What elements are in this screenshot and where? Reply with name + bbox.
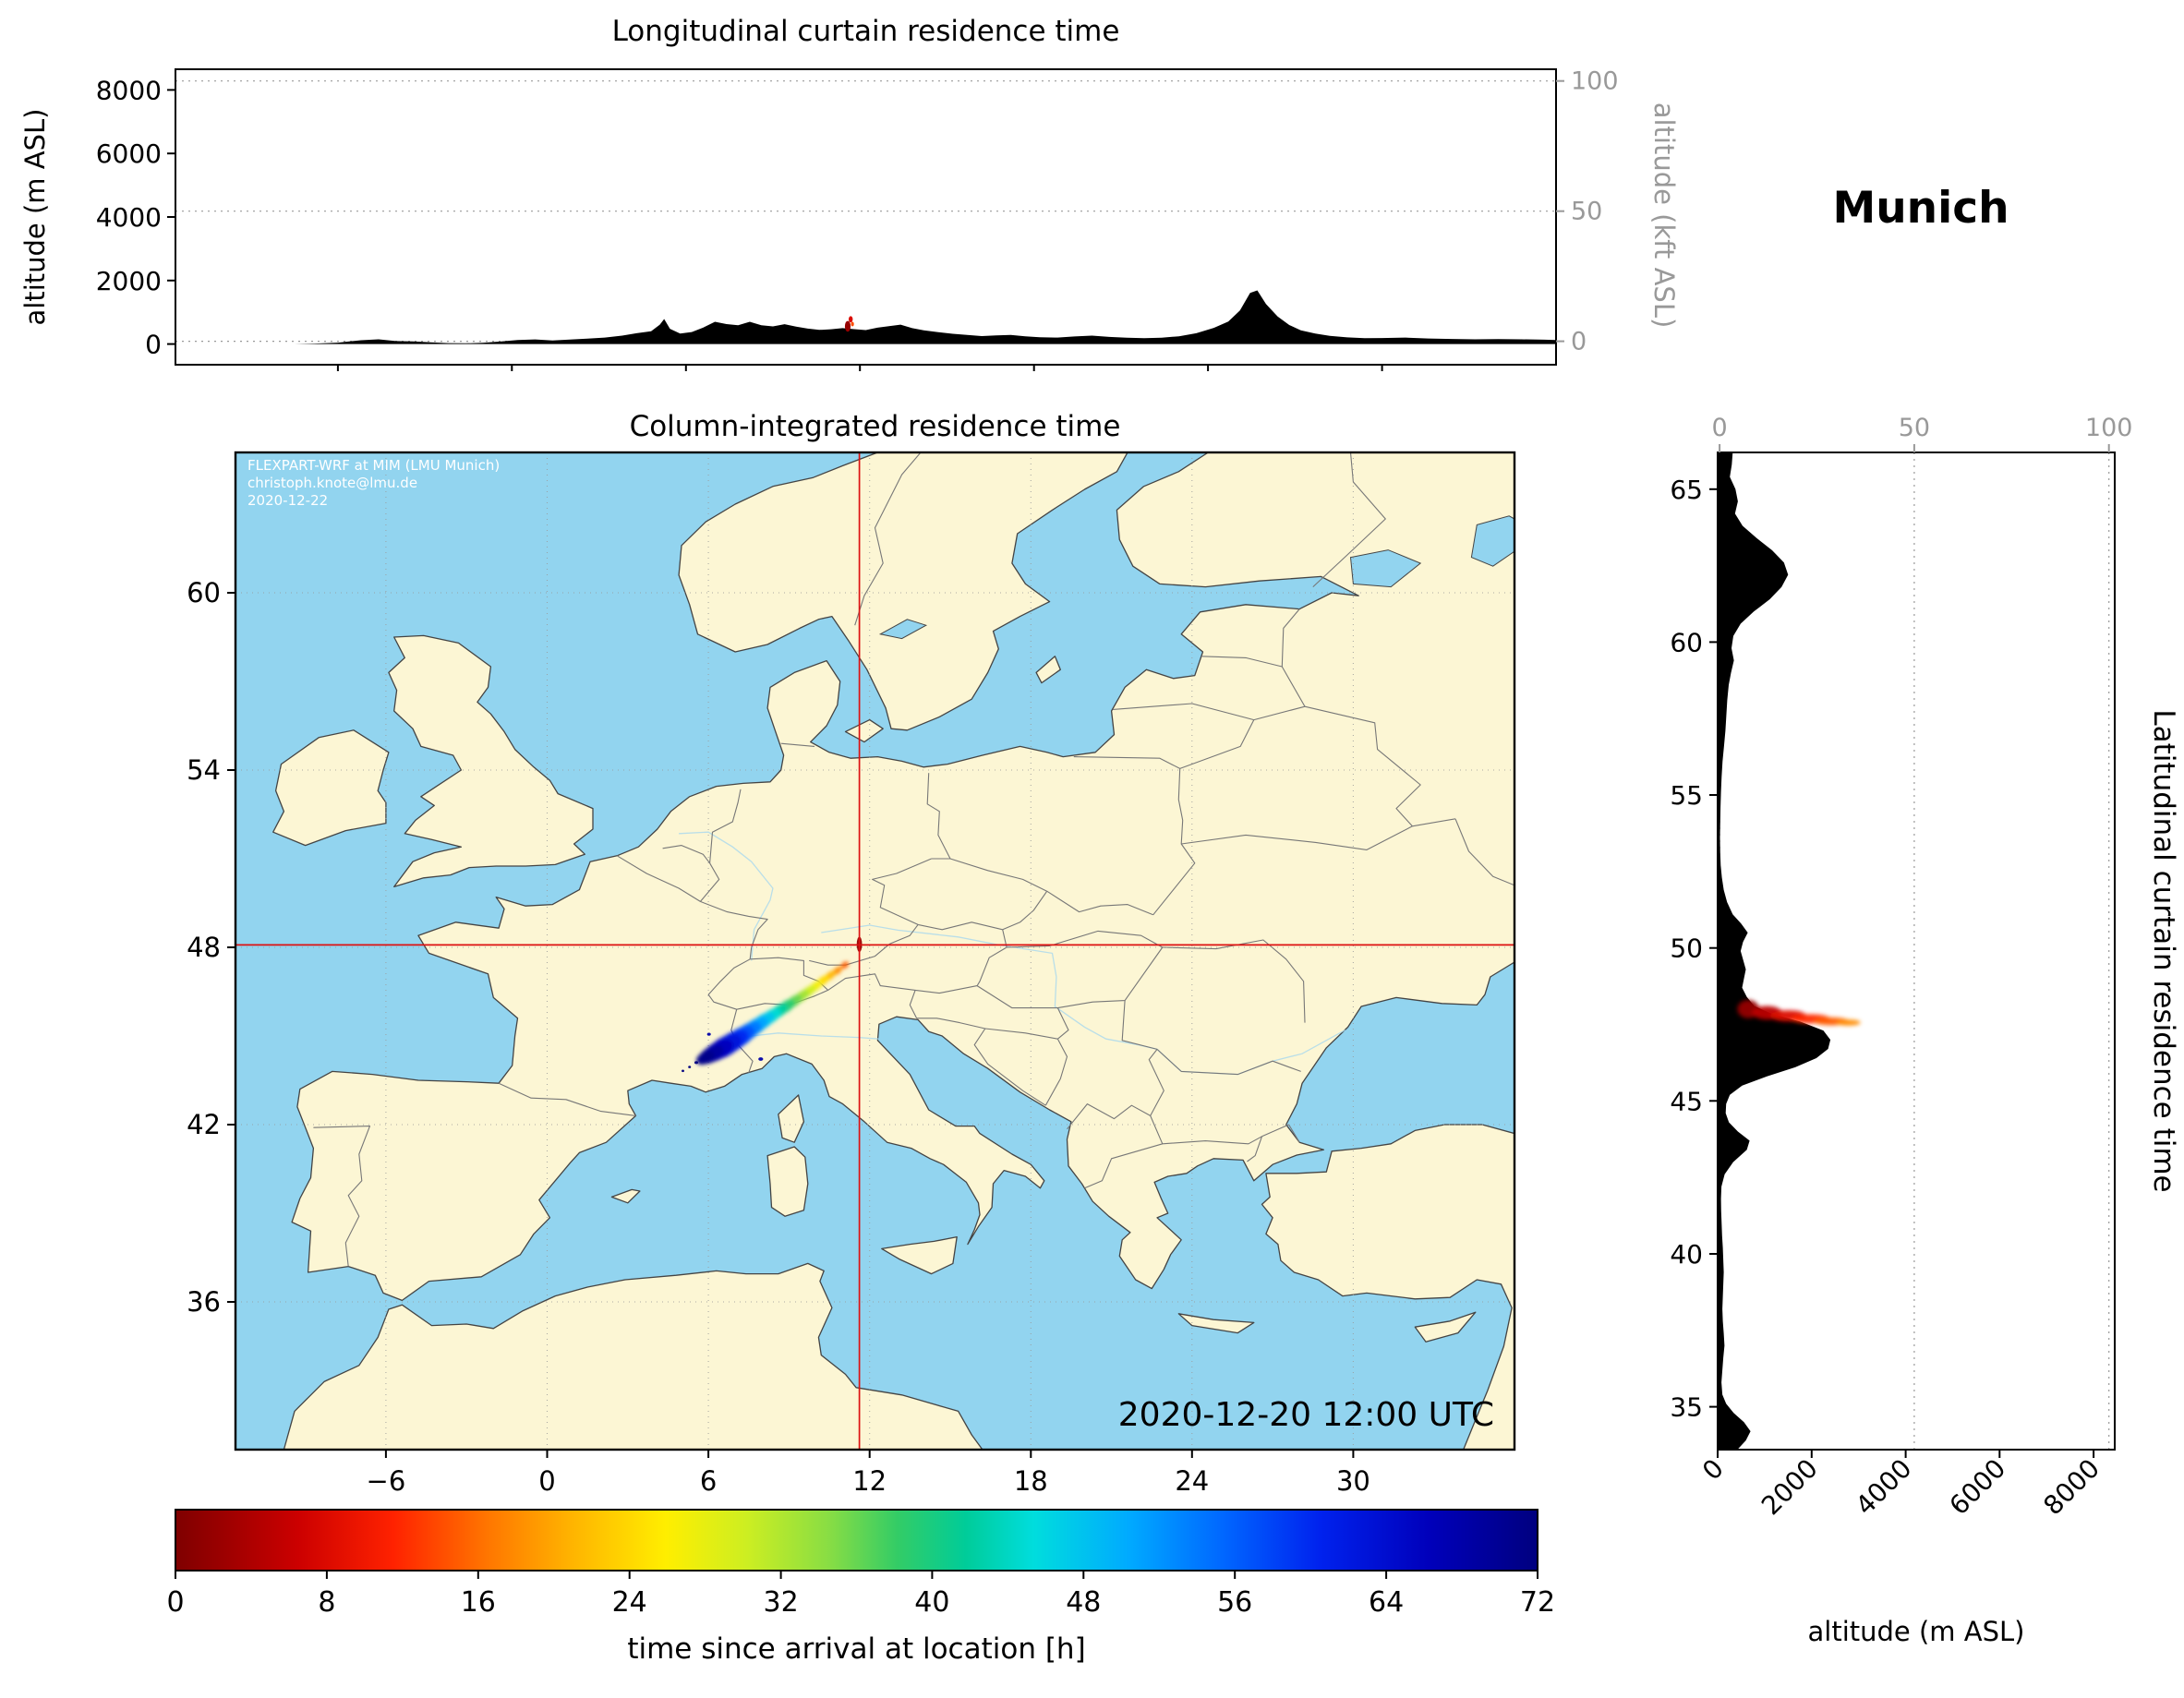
svg-text:12: 12: [852, 1465, 887, 1497]
watermark-line1: FLEXPART-WRF at MIM (LMU Munich): [247, 457, 501, 474]
svg-text:6000: 6000: [1944, 1453, 2012, 1522]
map-plot: −6 0 6 12 18 24 30 36 42 48 54 60: [187, 451, 1516, 1497]
svg-text:2000: 2000: [1756, 1453, 1824, 1522]
svg-text:50: 50: [1571, 198, 1602, 226]
right-panel-title: Latitudinal curtain residence time: [2147, 709, 2180, 1193]
station-title: Munich: [1832, 183, 2009, 234]
svg-text:30: 30: [1336, 1465, 1370, 1497]
svg-text:48: 48: [1066, 1586, 1101, 1619]
svg-text:8: 8: [318, 1586, 335, 1619]
watermark-line3: 2020-12-22: [247, 492, 329, 509]
svg-text:42: 42: [187, 1109, 221, 1140]
map-title: Column-integrated residence time: [629, 410, 1121, 443]
top-left-axis-label: altitude (m ASL): [19, 108, 51, 326]
watermark-line2: christoph.knote@lmu.de: [247, 475, 418, 491]
svg-text:0: 0: [166, 1586, 184, 1619]
watermark: FLEXPART-WRF at MIM (LMU Munich) christo…: [247, 457, 500, 510]
svg-text:50: 50: [1670, 933, 1703, 964]
svg-text:2000: 2000: [96, 266, 162, 296]
latitudinal-curtain-plot: 35 40 45 50 55 60 65 0 50 100 0 2000 4000 6000 8000: [1670, 414, 2133, 1522]
svg-text:40: 40: [914, 1586, 949, 1619]
svg-text:100: 100: [1571, 67, 1619, 96]
svg-text:4000: 4000: [1850, 1453, 1918, 1522]
top-panel-title: Longitudinal curtain residence time: [611, 15, 1120, 48]
svg-text:32: 32: [764, 1586, 799, 1619]
svg-text:0: 0: [1571, 328, 1587, 356]
svg-text:48: 48: [187, 932, 221, 963]
svg-text:24: 24: [1175, 1465, 1209, 1497]
svg-text:60: 60: [187, 577, 221, 608]
svg-text:50: 50: [1899, 414, 1930, 442]
longitudinal-curtain-plot: 0 2000 4000 6000 8000 0 50 100: [96, 67, 1619, 371]
svg-text:0: 0: [538, 1465, 555, 1497]
svg-text:6000: 6000: [96, 138, 162, 169]
svg-text:64: 64: [1369, 1586, 1404, 1619]
svg-text:45: 45: [1670, 1086, 1703, 1116]
svg-text:24: 24: [612, 1586, 647, 1619]
svg-text:72: 72: [1520, 1586, 1555, 1619]
svg-text:55: 55: [1670, 780, 1703, 811]
right-xlabel: altitude (m ASL): [1807, 1616, 2025, 1647]
svg-text:16: 16: [461, 1586, 496, 1619]
colorbar-label: time since arrival at location [h]: [627, 1632, 1086, 1666]
svg-text:8000: 8000: [2037, 1453, 2106, 1522]
colorbar: 0 8 16 24 32 40 48 56 64 72: [166, 1509, 1555, 1619]
svg-text:0: 0: [1696, 1453, 1730, 1487]
svg-text:40: 40: [1670, 1239, 1703, 1270]
svg-text:8000: 8000: [96, 75, 162, 105]
svg-text:6: 6: [700, 1465, 717, 1497]
svg-text:36: 36: [187, 1286, 221, 1318]
svg-text:54: 54: [187, 754, 221, 786]
svg-text:35: 35: [1670, 1392, 1703, 1423]
svg-text:60: 60: [1670, 627, 1703, 657]
map-timestamp: 2020-12-20 12:00 UTC: [1117, 1396, 1494, 1434]
svg-text:0: 0: [145, 330, 162, 360]
svg-text:4000: 4000: [96, 202, 162, 233]
svg-text:56: 56: [1217, 1586, 1252, 1619]
svg-text:18: 18: [1014, 1465, 1048, 1497]
svg-text:0: 0: [1712, 414, 1728, 442]
svg-text:−6: −6: [367, 1465, 406, 1497]
svg-text:100: 100: [2085, 414, 2133, 442]
svg-text:65: 65: [1670, 475, 1703, 505]
